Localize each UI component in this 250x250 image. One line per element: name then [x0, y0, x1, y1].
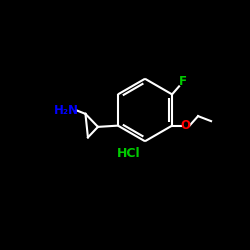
Text: HCl: HCl [117, 147, 140, 160]
Text: F: F [179, 74, 187, 88]
Text: H₂N: H₂N [54, 104, 79, 118]
Text: O: O [180, 119, 190, 132]
